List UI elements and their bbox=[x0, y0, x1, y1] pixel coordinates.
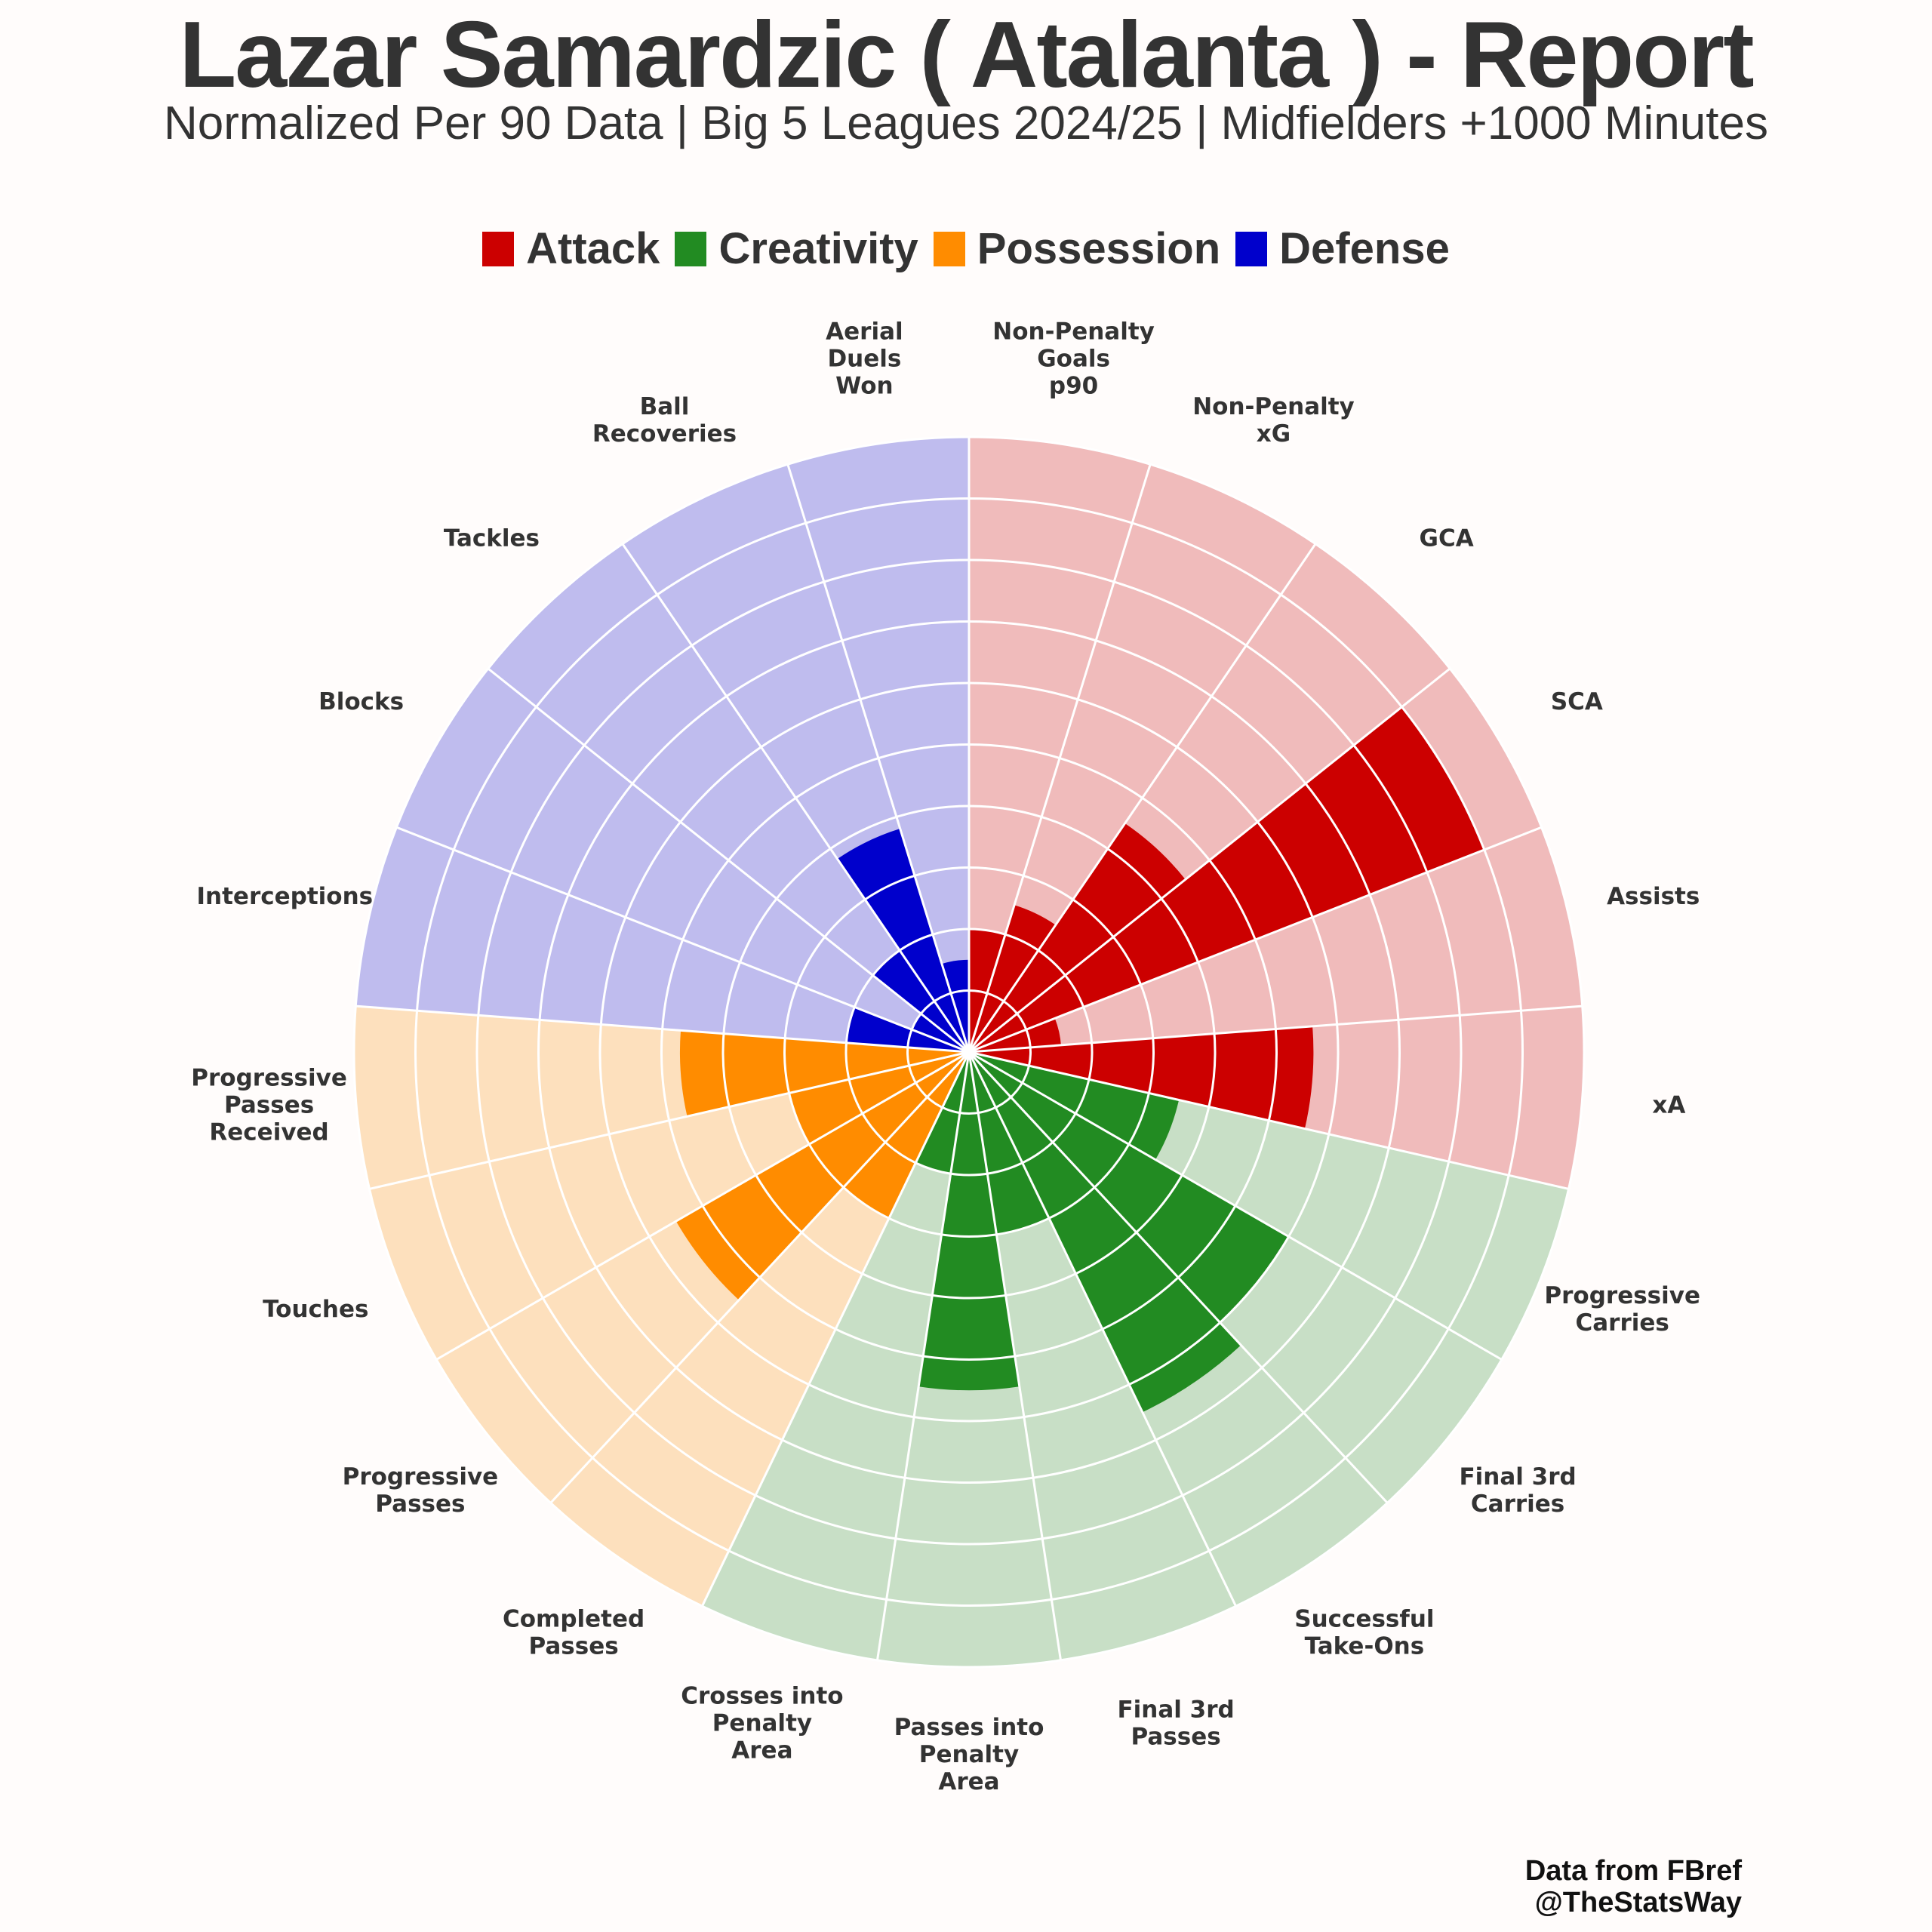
value-bars bbox=[675, 706, 1484, 1413]
legend-swatch-attack bbox=[482, 231, 515, 266]
legend-label-possession: Possession bbox=[977, 224, 1221, 273]
grid-spoke-16 bbox=[369, 1051, 970, 1190]
bar-progressive-carries bbox=[969, 1052, 1180, 1160]
grid-spoke-7 bbox=[968, 1051, 1569, 1190]
background-wedge-aerial-duels-won bbox=[787, 437, 969, 1052]
page-subtitle: Normalized Per 90 Data | Big 5 Leagues 2… bbox=[164, 97, 1768, 149]
bar-non-penalty-xg bbox=[969, 905, 1056, 1052]
bar-ball-recoveries bbox=[837, 829, 969, 1052]
bar-passes-into-penalty-area bbox=[918, 1052, 1020, 1391]
bar-tackles bbox=[872, 950, 969, 1052]
bar-successful-take-ons bbox=[969, 1052, 1241, 1413]
legend-swatch-creativity bbox=[675, 231, 707, 266]
metric-label-final-3rd-passes: Final 3rd Passes bbox=[1117, 1697, 1234, 1751]
grid-spoke-18 bbox=[395, 826, 970, 1054]
metric-label-completed-passes: Completed Passes bbox=[503, 1605, 645, 1660]
background-wedge-non-penalty-xg bbox=[969, 464, 1316, 1052]
metric-label-aerial-duels-won: Aerial Duels Won bbox=[826, 318, 903, 399]
legend-label-creativity: Creativity bbox=[718, 224, 918, 273]
bar-progressive-passes-received bbox=[679, 1030, 969, 1117]
credit-handle: @TheStatsWay bbox=[1534, 1887, 1742, 1918]
grid-spoke-10 bbox=[968, 1051, 1237, 1607]
grid-spoke-20 bbox=[621, 543, 971, 1053]
metric-label-non-penalty-goals-p90: Non-Penalty Goals p90 bbox=[992, 318, 1155, 399]
legend-swatch-possession bbox=[933, 231, 965, 266]
legend-label-defense: Defense bbox=[1279, 224, 1450, 273]
metric-label-tackles: Tackles bbox=[444, 525, 540, 552]
metric-label-assists: Assists bbox=[1607, 883, 1700, 910]
metric-label-progressive-passes-received: Progressive Passes Received bbox=[191, 1065, 347, 1146]
legend-item-defense: Defense bbox=[1235, 223, 1450, 274]
bar-final-3rd-passes bbox=[969, 1052, 1050, 1235]
legend-item-possession: Possession bbox=[933, 223, 1221, 274]
chart-legend: Attack Creativity Possession Defense bbox=[0, 223, 1932, 274]
grid-lines bbox=[352, 435, 1586, 1669]
grid-spoke-6 bbox=[968, 1004, 1583, 1054]
grid-spoke-12 bbox=[876, 1051, 971, 1661]
metric-label-ball-recoveries: Ball Recoveries bbox=[592, 393, 737, 448]
metric-label-passes-into-penalty-area: Passes into Penalty Area bbox=[894, 1714, 1044, 1795]
bar-touches bbox=[789, 1052, 969, 1145]
legend-label-attack: Attack bbox=[526, 224, 660, 273]
grid-spoke-4 bbox=[968, 667, 1451, 1054]
bar-progressive-passes bbox=[675, 1052, 969, 1300]
metric-label-non-penalty-xg: Non-Penalty xG bbox=[1192, 393, 1355, 448]
bar-sca bbox=[969, 706, 1484, 1052]
grid-spoke-19 bbox=[487, 667, 970, 1054]
metric-labels: Non-Penalty Goals p90 Non-Penalty xG GCA SCA As… bbox=[191, 318, 1700, 1795]
background-wedge-non-penalty-goals-p90 bbox=[969, 437, 1151, 1052]
grid-spoke-14 bbox=[549, 1051, 971, 1504]
grid-spoke-15 bbox=[435, 1051, 970, 1361]
background-wedge-tackles bbox=[488, 543, 969, 1052]
credits: Data from FBref @TheStatsWay bbox=[1525, 1855, 1742, 1918]
grid-spoke-11 bbox=[968, 1051, 1062, 1661]
metric-label-crosses-into-penalty-area: Crosses into Penalty Area bbox=[681, 1683, 843, 1764]
metric-label-interceptions: Interceptions bbox=[197, 883, 374, 910]
grid-spoke-2 bbox=[968, 463, 1152, 1053]
bar-final-3rd-carries bbox=[969, 1052, 1289, 1323]
grid-spoke-13 bbox=[701, 1051, 971, 1607]
bar-completed-passes bbox=[843, 1052, 969, 1219]
legend-swatch-defense bbox=[1235, 231, 1268, 266]
background-wedge-crosses-into-penalty-area bbox=[702, 1052, 969, 1660]
metric-label-successful-take-ons: Successful Take-Ons bbox=[1294, 1605, 1434, 1660]
metric-label-sca: SCA bbox=[1551, 688, 1603, 715]
grid-spoke-17 bbox=[355, 1004, 970, 1054]
grid-spoke-5 bbox=[968, 826, 1543, 1054]
page-title: Lazar Samardzic ( Atalanta ) - Report bbox=[179, 3, 1755, 107]
grid-spoke-21 bbox=[786, 463, 971, 1053]
background-wedge-blocks bbox=[396, 668, 969, 1052]
metric-label-touches: Touches bbox=[263, 1296, 368, 1323]
bar-gca bbox=[969, 823, 1186, 1052]
credit-source: Data from FBref bbox=[1524, 1855, 1742, 1887]
bar-xa bbox=[969, 1026, 1314, 1129]
grid-spoke-3 bbox=[968, 543, 1317, 1053]
metric-label-final-3rd-carries: Final 3rd Carries bbox=[1459, 1463, 1576, 1518]
grid-spoke-8 bbox=[968, 1051, 1503, 1361]
bar-blocks bbox=[912, 1014, 969, 1052]
legend-item-attack: Attack bbox=[482, 223, 660, 274]
background-wedge-interceptions bbox=[355, 827, 969, 1052]
background-wedge-assists bbox=[969, 827, 1583, 1052]
metric-label-progressive-passes: Progressive Passes bbox=[343, 1463, 499, 1518]
metric-label-progressive-carries: Progressive Carries bbox=[1544, 1282, 1700, 1337]
legend-item-creativity: Creativity bbox=[675, 223, 918, 274]
metric-label-blocks: Blocks bbox=[318, 688, 404, 715]
metric-label-gca: GCA bbox=[1420, 525, 1474, 552]
metric-label-xa: xA bbox=[1652, 1092, 1685, 1119]
bar-crosses-into-penalty-area bbox=[915, 1052, 969, 1174]
grid-spoke-9 bbox=[968, 1051, 1389, 1504]
